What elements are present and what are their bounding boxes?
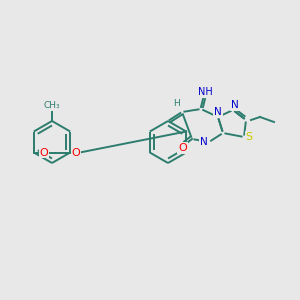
Text: H: H [174,100,180,109]
Text: O: O [71,148,80,158]
Text: NH: NH [198,87,212,97]
Text: S: S [245,132,253,142]
Text: O: O [39,148,48,158]
Text: N: N [214,107,222,117]
Text: N: N [200,137,208,147]
Text: O: O [178,143,187,153]
Text: CH₃: CH₃ [44,101,60,110]
Text: N: N [231,100,239,110]
